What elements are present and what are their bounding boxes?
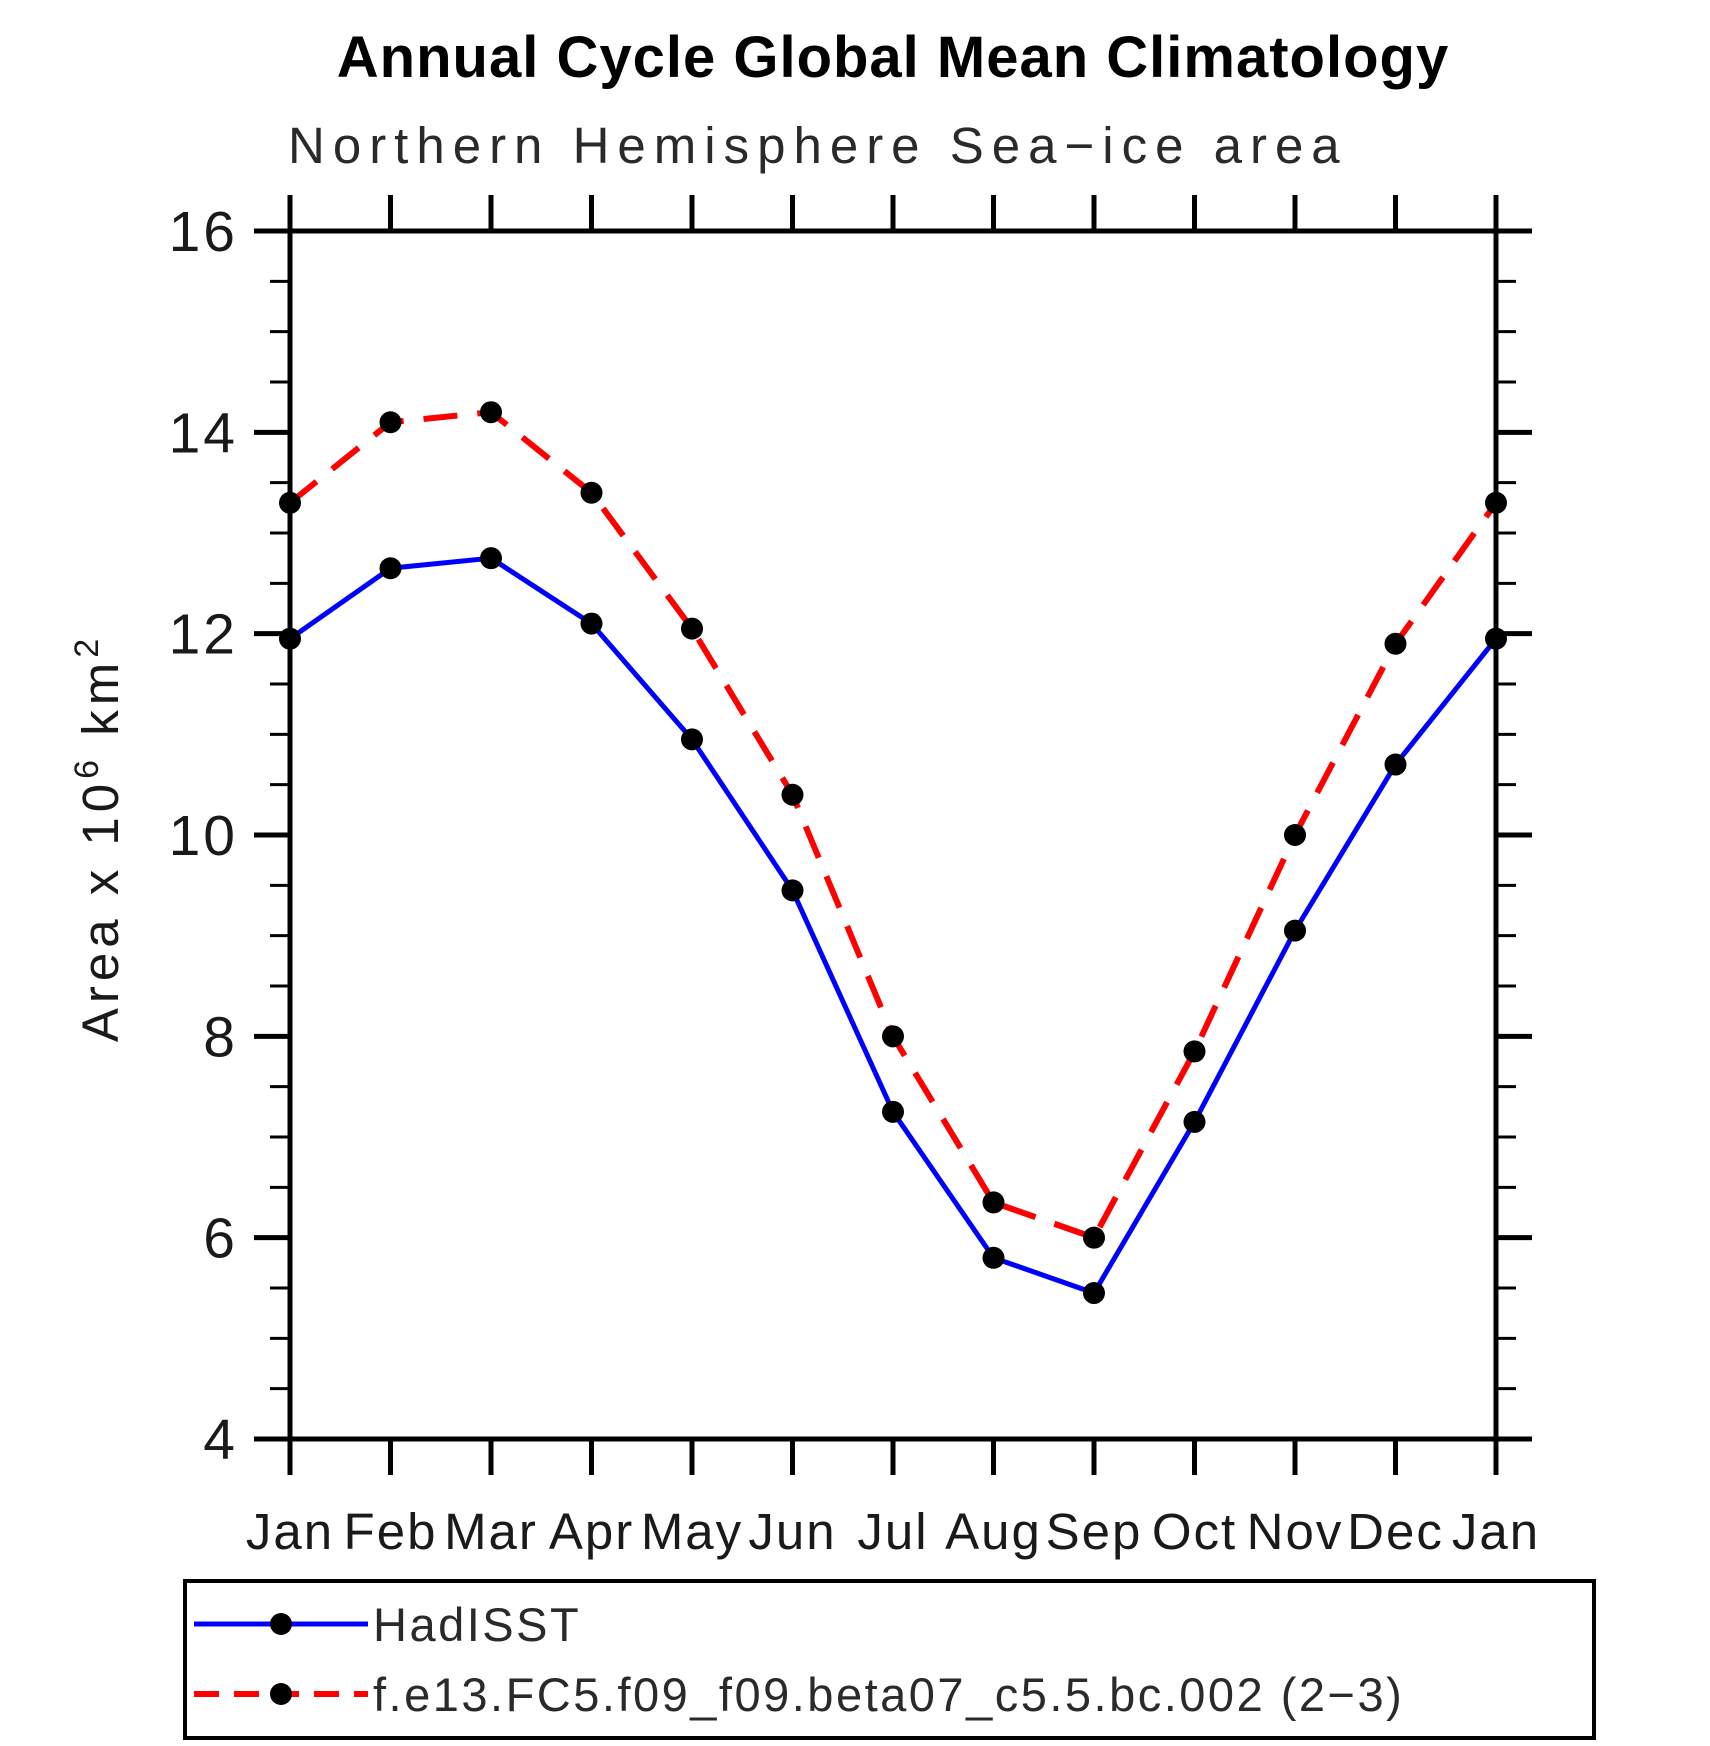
- data-point-s0-7: [982, 1246, 1005, 1269]
- data-point-s0-8: [1083, 1282, 1105, 1305]
- y-tick-label-8: 8: [203, 1005, 238, 1069]
- data-point-s0-0: [279, 627, 301, 650]
- axis-frame: [287, 228, 1499, 1442]
- legend-box: HadISST f.e13.FC5.f09_f09.beta07_c5.5.bc…: [183, 1579, 1596, 1740]
- data-point-s0-11: [1384, 753, 1407, 776]
- data-point-s0-6: [882, 1100, 904, 1123]
- data-point-s0-5: [781, 879, 804, 902]
- data-point-s1-1: [379, 411, 402, 434]
- chart-subtitle: Northern Hemisphere Sea−ice area: [288, 117, 1348, 174]
- y-tick-label-10: 10: [169, 804, 238, 868]
- legend-item-model: f.e13.FC5.f09_f09.beta07_c5.5.bc.002 (2−…: [191, 1668, 1404, 1721]
- data-point-s1-9: [1183, 1040, 1206, 1063]
- x-tick-label-10: Nov: [1247, 1503, 1344, 1560]
- data-point-s0-12: [1485, 627, 1507, 650]
- x-tick-label-0: Jan: [246, 1503, 334, 1560]
- legend-sample-solid: [194, 1613, 368, 1635]
- x-tick-label-6: Jul: [857, 1503, 928, 1560]
- x-tick-label-7: Aug: [945, 1503, 1042, 1560]
- data-point-s0-2: [480, 547, 502, 570]
- data-point-s1-11: [1384, 632, 1407, 655]
- data-point-s0-3: [580, 612, 603, 635]
- y-tick-label-4: 4: [203, 1408, 238, 1472]
- y-axis-title: Area x 106 km2: [68, 634, 129, 1042]
- x-tick-label-2: Mar: [444, 1503, 538, 1560]
- legend-sample-dashed: [194, 1683, 368, 1705]
- data-point-s1-8: [1083, 1226, 1105, 1249]
- data-point-s1-2: [480, 401, 502, 424]
- data-point-s1-0: [279, 491, 301, 514]
- data-point-s1-10: [1284, 824, 1306, 846]
- x-tick-label-9: Oct: [1152, 1503, 1237, 1560]
- data-point-s1-12: [1485, 491, 1507, 514]
- data-point-s1-4: [681, 617, 703, 640]
- legend-marker-dot: [270, 1683, 292, 1705]
- x-tick-label-8: Sep: [1046, 1503, 1143, 1560]
- y-tick-label-16: 16: [169, 200, 238, 264]
- series-line-0: [288, 555, 1498, 1297]
- x-tick-label-1: Feb: [344, 1503, 438, 1560]
- x-tick-label-12: Jan: [1452, 1503, 1540, 1560]
- legend-marker-dot: [270, 1613, 292, 1635]
- y-tick-label-6: 6: [203, 1207, 238, 1271]
- data-point-s1-5: [781, 783, 804, 806]
- data-point-s0-4: [681, 728, 703, 751]
- data-point-s0-10: [1284, 919, 1306, 942]
- legend-label-hadisst: HadISST: [373, 1597, 582, 1651]
- x-tick-label-3: Apr: [549, 1503, 634, 1560]
- data-point-s1-6: [882, 1025, 904, 1048]
- y-axis: 4 6 8 10 12 14 16: [169, 200, 1532, 1472]
- data-point-s1-7: [982, 1191, 1005, 1214]
- x-axis: Jan Feb Mar Apr May Jun Jul Aug Sep Oct Nov Dec Jan: [246, 195, 1540, 1560]
- chart-title: Annual Cycle Global Mean Climatology: [336, 25, 1450, 90]
- data-point-s0-9: [1183, 1110, 1206, 1133]
- y-tick-label-12: 12: [169, 603, 238, 667]
- legend-item-hadisst: HadISST: [191, 1598, 581, 1651]
- legend-label-model: f.e13.FC5.f09_f09.beta07_c5.5.bc.002 (2−…: [373, 1667, 1405, 1721]
- x-tick-label-11: Dec: [1347, 1503, 1444, 1560]
- x-tick-label-4: May: [641, 1503, 743, 1560]
- x-tick-label-5: Jun: [748, 1503, 836, 1560]
- data-point-s0-1: [379, 557, 402, 580]
- y-tick-label-14: 14: [169, 401, 238, 465]
- data-point-s1-3: [580, 481, 603, 504]
